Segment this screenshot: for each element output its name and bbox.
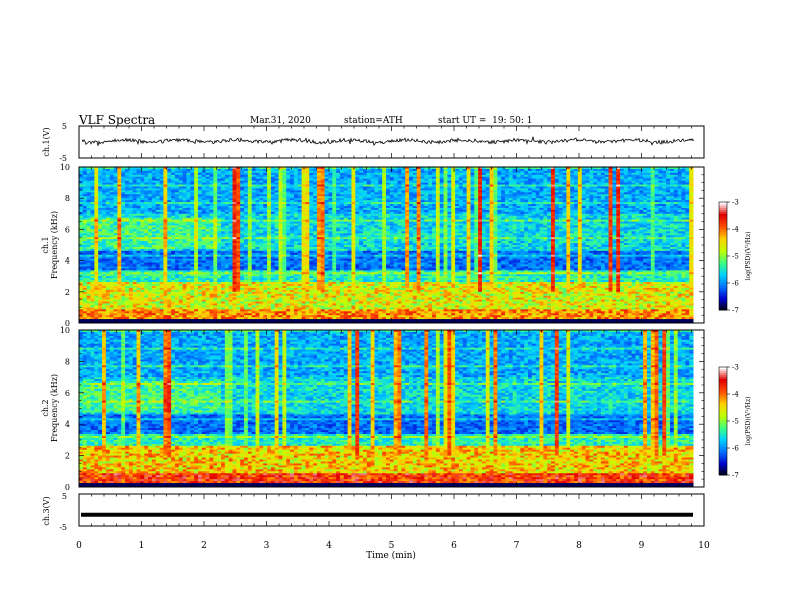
colorbar-tick-label: -7 bbox=[732, 307, 739, 315]
colorbar-tick-label: -4 bbox=[732, 226, 739, 234]
y-tick-label: 8 bbox=[65, 194, 70, 203]
y-tick-label: 10 bbox=[60, 163, 70, 172]
figure-title: VLF Spectra bbox=[78, 113, 155, 127]
start-time-label: start UT = 19: 50: 1 bbox=[438, 116, 533, 126]
x-tick-label: 8 bbox=[576, 541, 582, 551]
ch1-colorbar: -7 -6 -5 -4 -3 log(PSD)(V²/Hz) bbox=[719, 199, 752, 315]
y-tick-label: 4 bbox=[65, 420, 70, 429]
ch3-ytick-top: 5 bbox=[62, 492, 67, 501]
ch2-spectrogram-image bbox=[79, 330, 694, 488]
x-tick-labels: 0 1 2 3 4 5 6 7 8 9 10 bbox=[76, 541, 710, 551]
x-tick-label: 7 bbox=[514, 541, 520, 551]
x-tick-label: 0 bbox=[76, 541, 82, 551]
colorbar-tick-label: -3 bbox=[732, 364, 739, 372]
y-tick-label: 2 bbox=[65, 452, 70, 461]
colorbar-tick-label: -5 bbox=[732, 253, 739, 261]
colorbar-tick-label: -6 bbox=[732, 280, 739, 288]
colorbar-tick-label: -6 bbox=[732, 445, 739, 453]
ch3-ytick-bottom: -5 bbox=[59, 523, 67, 532]
ch1-spectrogram-image bbox=[79, 167, 694, 324]
y-tick-label: 6 bbox=[65, 225, 70, 234]
y-tick-label: 0 bbox=[65, 483, 70, 492]
station-label: station=ATH bbox=[344, 116, 403, 126]
y-tick-label: 6 bbox=[65, 389, 70, 398]
x-axis-label: Time (min) bbox=[366, 550, 416, 561]
x-tick-label: 4 bbox=[326, 541, 332, 551]
ch1-ytick-bottom: -5 bbox=[59, 154, 67, 163]
x-tick-label: 3 bbox=[264, 541, 270, 551]
ch2-spec-ylabel-channel: ch.2 bbox=[41, 399, 50, 416]
colorbar-label: log(PSD)(V²/Hz) bbox=[745, 397, 752, 446]
y-tick-label: 10 bbox=[60, 326, 70, 335]
ch2-spec-ylabel-freq: Frequency (kHz) bbox=[50, 374, 59, 442]
ch1-ylabel: ch.1(V) bbox=[42, 127, 51, 156]
colorbar-tick-label: -4 bbox=[732, 391, 739, 399]
x-tick-label: 10 bbox=[698, 541, 710, 551]
x-tick-label: 5 bbox=[389, 541, 395, 551]
y-tick-label: 8 bbox=[65, 357, 70, 366]
colorbar-tick-label: -7 bbox=[732, 472, 739, 480]
ch3-ylabel: ch.3(V) bbox=[42, 496, 51, 525]
y-tick-label: 2 bbox=[65, 288, 70, 297]
x-tick-label: 6 bbox=[451, 541, 457, 551]
x-tick-label: 1 bbox=[139, 541, 145, 551]
colorbar-label: log(PSD)(V²/Hz) bbox=[745, 232, 752, 281]
ch1-ytick-top: 5 bbox=[62, 122, 67, 131]
colorbar-tick-label: -5 bbox=[732, 418, 739, 426]
ch1-spec-ylabel-freq: Frequency (kHz) bbox=[50, 211, 59, 279]
date-label: Mar.31, 2020 bbox=[250, 116, 311, 126]
ch2-colorbar: -7 -6 -5 -4 -3 log(PSD)(V²/Hz) bbox=[719, 364, 752, 480]
ch1-spec-ylabel-channel: ch.1 bbox=[41, 236, 50, 253]
ch2-spectrogram-panel: 0 2 4 6 8 10 ch.2 Frequency (kHz) bbox=[41, 326, 704, 492]
y-tick-label: 4 bbox=[65, 257, 70, 266]
x-tick-label: 9 bbox=[639, 541, 645, 551]
x-tick-label: 2 bbox=[201, 541, 207, 551]
colorbar-tick-label: -3 bbox=[732, 199, 739, 207]
